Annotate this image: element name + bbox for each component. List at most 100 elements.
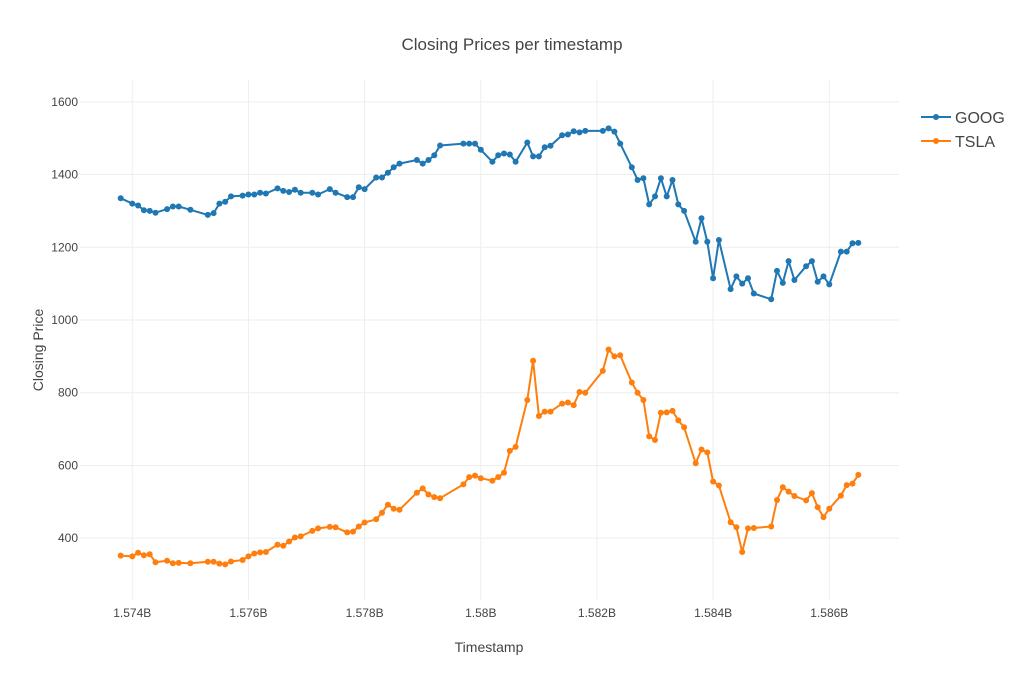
data-point-goog[interactable] bbox=[326, 186, 333, 193]
data-point-goog[interactable] bbox=[280, 187, 287, 194]
data-point-tsla[interactable] bbox=[599, 367, 606, 374]
data-point-goog[interactable] bbox=[390, 164, 397, 171]
data-point-tsla[interactable] bbox=[541, 408, 548, 415]
data-point-tsla[interactable] bbox=[617, 352, 624, 359]
data-point-tsla[interactable] bbox=[390, 505, 397, 512]
data-point-tsla[interactable] bbox=[663, 409, 670, 416]
data-point-goog[interactable] bbox=[628, 164, 635, 171]
data-point-goog[interactable] bbox=[715, 237, 722, 243]
data-point-goog[interactable] bbox=[286, 189, 293, 195]
data-point-tsla[interactable] bbox=[669, 407, 676, 414]
data-point-tsla[interactable] bbox=[501, 469, 507, 476]
data-point-tsla[interactable] bbox=[477, 475, 484, 482]
data-point-tsla[interactable] bbox=[396, 506, 403, 513]
data-point-tsla[interactable] bbox=[315, 525, 322, 532]
data-point-goog[interactable] bbox=[657, 175, 664, 182]
data-point-goog[interactable] bbox=[599, 127, 606, 134]
data-point-goog[interactable] bbox=[733, 273, 740, 280]
data-point-goog[interactable] bbox=[216, 200, 223, 207]
data-point-goog[interactable] bbox=[413, 157, 420, 163]
data-point-goog[interactable] bbox=[570, 128, 577, 135]
data-point-goog[interactable] bbox=[559, 132, 566, 139]
data-point-goog[interactable] bbox=[257, 189, 264, 196]
data-point-tsla[interactable] bbox=[652, 437, 658, 443]
data-point-goog[interactable] bbox=[530, 153, 537, 160]
data-point-goog[interactable] bbox=[501, 150, 507, 157]
data-point-tsla[interactable] bbox=[274, 541, 281, 548]
data-point-tsla[interactable] bbox=[326, 523, 333, 530]
data-point-goog[interactable] bbox=[791, 277, 798, 283]
data-point-goog[interactable] bbox=[727, 286, 734, 293]
data-point-tsla[interactable] bbox=[837, 492, 844, 499]
data-point-tsla[interactable] bbox=[576, 389, 583, 395]
data-point-tsla[interactable] bbox=[169, 560, 176, 567]
data-point-tsla[interactable] bbox=[413, 489, 420, 496]
data-point-tsla[interactable] bbox=[547, 408, 554, 415]
data-point-tsla[interactable] bbox=[506, 447, 513, 454]
data-point-tsla[interactable] bbox=[222, 561, 229, 568]
data-point-tsla[interactable] bbox=[257, 549, 264, 556]
data-point-goog[interactable] bbox=[384, 169, 391, 176]
data-point-tsla[interactable] bbox=[489, 477, 496, 484]
data-point-goog[interactable] bbox=[652, 193, 658, 200]
data-point-goog[interactable] bbox=[129, 200, 136, 207]
data-point-tsla[interactable] bbox=[675, 417, 682, 424]
data-point-tsla[interactable] bbox=[524, 397, 531, 403]
data-point-goog[interactable] bbox=[332, 189, 339, 196]
data-point-tsla[interactable] bbox=[262, 549, 269, 555]
data-point-tsla[interactable] bbox=[698, 446, 705, 453]
data-point-goog[interactable] bbox=[152, 209, 159, 216]
data-point-tsla[interactable] bbox=[692, 460, 699, 467]
data-point-goog[interactable] bbox=[826, 281, 833, 288]
data-point-tsla[interactable] bbox=[779, 484, 786, 491]
data-point-tsla[interactable] bbox=[715, 482, 722, 489]
data-point-tsla[interactable] bbox=[512, 443, 519, 450]
legend[interactable]: GOOG TSLA bbox=[921, 110, 1005, 151]
data-point-goog[interactable] bbox=[355, 184, 362, 191]
data-point-goog[interactable] bbox=[164, 206, 171, 213]
data-point-tsla[interactable] bbox=[843, 482, 850, 489]
data-point-goog[interactable] bbox=[564, 131, 571, 138]
data-point-goog[interactable] bbox=[222, 198, 229, 205]
data-point-tsla[interactable] bbox=[739, 549, 746, 555]
data-point-goog[interactable] bbox=[582, 127, 589, 134]
data-point-tsla[interactable] bbox=[164, 557, 171, 564]
data-point-tsla[interactable] bbox=[814, 504, 821, 511]
data-point-goog[interactable] bbox=[547, 142, 554, 149]
data-point-tsla[interactable] bbox=[855, 471, 862, 478]
data-point-tsla[interactable] bbox=[634, 389, 641, 396]
data-point-tsla[interactable] bbox=[384, 501, 391, 508]
data-point-goog[interactable] bbox=[460, 140, 467, 147]
data-point-tsla[interactable] bbox=[350, 528, 356, 535]
data-point-goog[interactable] bbox=[820, 273, 827, 280]
legend-item-tsla[interactable]: TSLA bbox=[921, 134, 995, 151]
data-point-goog[interactable] bbox=[466, 140, 473, 147]
data-point-goog[interactable] bbox=[350, 194, 356, 201]
data-point-goog[interactable] bbox=[309, 189, 316, 196]
data-point-goog[interactable] bbox=[739, 280, 746, 287]
data-point-goog[interactable] bbox=[117, 195, 124, 202]
data-point-tsla[interactable] bbox=[291, 534, 298, 541]
data-point-goog[interactable] bbox=[262, 190, 269, 197]
data-point-tsla[interactable] bbox=[228, 558, 234, 565]
data-point-tsla[interactable] bbox=[297, 533, 304, 540]
data-point-tsla[interactable] bbox=[820, 514, 827, 521]
data-point-tsla[interactable] bbox=[187, 560, 194, 567]
data-point-tsla[interactable] bbox=[460, 481, 467, 488]
data-point-goog[interactable] bbox=[675, 201, 682, 208]
data-point-tsla[interactable] bbox=[344, 529, 351, 536]
data-point-goog[interactable] bbox=[361, 186, 368, 193]
data-point-tsla[interactable] bbox=[640, 397, 647, 403]
data-point-goog[interactable] bbox=[617, 140, 624, 147]
data-point-tsla[interactable] bbox=[361, 519, 368, 526]
data-point-tsla[interactable] bbox=[210, 558, 217, 565]
data-point-goog[interactable] bbox=[210, 210, 217, 217]
data-point-goog[interactable] bbox=[843, 248, 850, 255]
data-point-goog[interactable] bbox=[634, 177, 641, 183]
data-point-goog[interactable] bbox=[681, 207, 688, 214]
data-point-tsla[interactable] bbox=[239, 557, 246, 563]
data-point-goog[interactable] bbox=[425, 157, 432, 163]
data-point-tsla[interactable] bbox=[379, 509, 385, 516]
data-point-tsla[interactable] bbox=[204, 558, 211, 565]
data-point-goog[interactable] bbox=[605, 125, 612, 132]
